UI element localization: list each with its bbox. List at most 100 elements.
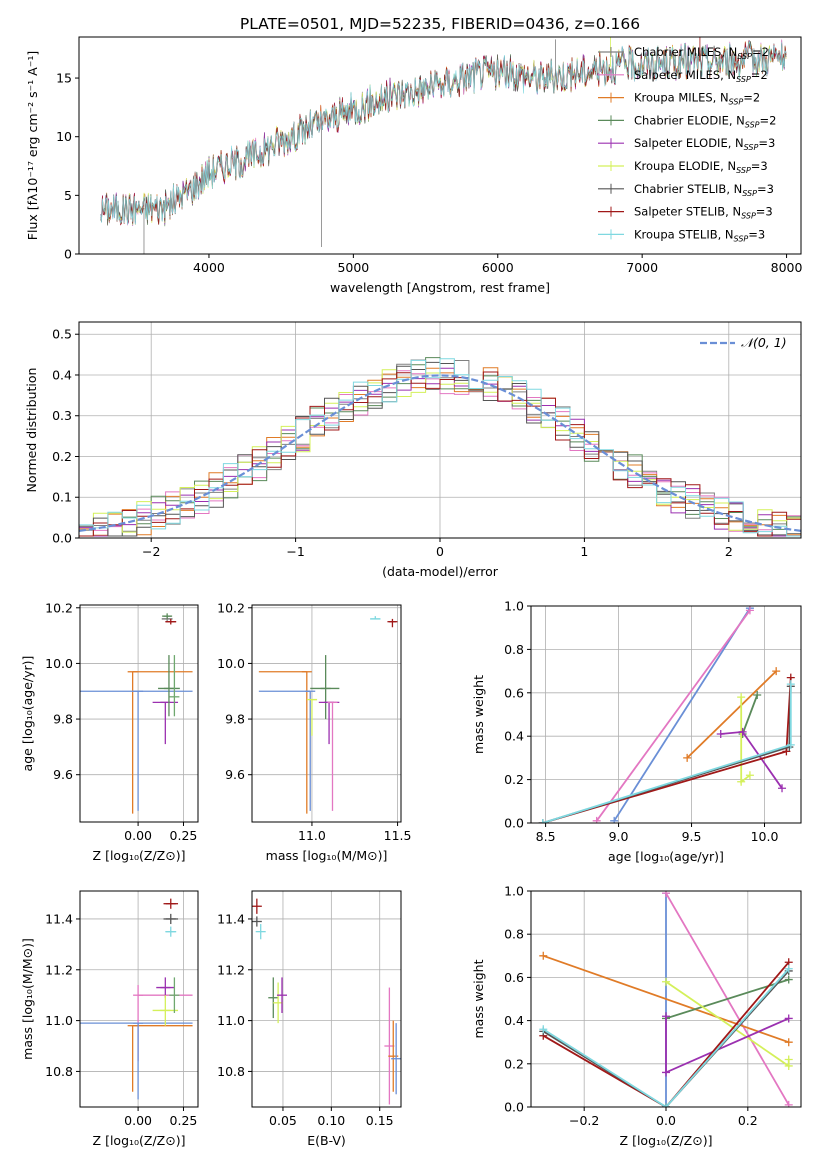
axes-frame [251,604,402,823]
y-tick-label: 11.2 [45,962,73,977]
plot-area [100,37,787,254]
y-tick-label: 10.2 [217,600,245,615]
y-tick-label: 1.0 [504,884,524,899]
weight-series [592,606,754,823]
x-tick-label: 0.05 [269,1113,297,1128]
x-tick-label: 0 [436,544,444,559]
x-tick-label: 1 [580,544,588,559]
x-tick-label: 5000 [337,260,369,275]
x-tick-label: 4000 [193,260,225,275]
errorbar-point [306,698,318,736]
series-marker [539,951,548,960]
errorbar-point [252,916,262,927]
y-tick-label: 0.1 [52,490,72,505]
series-line [665,978,789,1020]
x-tick-label: 0.00 [124,1113,152,1128]
x-tick-label: 0.25 [170,1113,198,1128]
errorbar-point [163,898,179,909]
y-tick-label: 11.4 [45,911,73,926]
series-marker [753,690,762,699]
grid [80,605,198,822]
errorbar-point [391,1023,401,1095]
y-tick-label: 11.0 [45,1013,73,1028]
errorbar-point [258,671,312,814]
axes-frame [79,604,199,823]
legend-label: Chabrier STELIB, NSSP=3 [634,182,774,198]
x-tick-label: 2 [725,544,733,559]
errorbar-point [156,977,175,998]
legend-label: Kroupa STELIB, NSSP=3 [634,227,765,243]
errorbar-point [310,655,340,720]
plot-area [79,357,801,537]
figure-title: PLATE=0501, MJD=52235, FIBERID=0436, z=0… [240,15,640,33]
x-axis-label: (data-model)/error [382,564,499,579]
panel-mass_vs_Z: 0.00 0.25 10.8 11.0 11.2 11.4 Z [log₁₀(Z/Z⊙)] m… [20,890,199,1148]
series-marker [683,753,692,762]
errorbar-point [127,671,193,814]
series-line [686,670,777,759]
series-line [665,980,790,1068]
axes-frame [79,890,199,1108]
x-tick-label: 8000 [771,260,803,275]
y-tick-label: 0.2 [52,449,72,464]
panel-weight_vs_Z: −0.2 0.0 0.2 0.0 0.2 0.4 0.6 0.8 1.0 Z [log₁₀(Z/Z… [471,884,802,1148]
weight-series [539,951,793,1047]
x-tick-label: 10.0 [751,829,779,844]
y-tick-label: 9.6 [225,767,245,782]
errorbar-point [80,690,193,811]
series-line [741,694,759,735]
series-marker [738,727,747,736]
grid [531,605,801,824]
y-tick-label: 0.3 [52,408,72,423]
errorbar-point [169,977,180,1013]
y-tick-label: 10 [56,129,72,144]
errorbar-point [258,690,316,811]
series-line [543,954,789,1044]
y-axis-label: mass [log₁₀(M/M⊙)] [20,938,35,1060]
legend-label: Chabrier MILES, NSSP=2 [634,45,769,61]
series-marker [784,964,793,973]
errorbar-point [80,1022,193,1100]
weight-series [716,727,787,793]
panel-mass_vs_ebv: 0.05 0.10 0.15 10.8 11.0 11.2 11.4 E(B-V) [217,890,402,1148]
errorbar-point [327,701,338,811]
y-tick-label: 11.2 [217,962,245,977]
errorbar-point [165,618,177,625]
y-tick-label: 0.6 [504,970,524,985]
series-marker [539,1025,548,1034]
plot-area [538,606,795,823]
y-tick-label: 10.0 [217,656,245,671]
x-axis-label: mass [log₁₀(M/M⊙)] [266,848,388,863]
y-tick-label: 9.8 [53,712,73,727]
series-marker [737,777,746,786]
y-tick-label: 10.8 [45,1064,73,1079]
weight-series [662,1012,793,1077]
legend: 𝒩(0, 1) [700,335,787,350]
errorbar-point [162,613,173,619]
series-marker [784,1014,793,1023]
series-marker [662,1068,670,1077]
series-marker [662,977,670,986]
x-tick-label: −1 [286,544,304,559]
series-line [542,970,790,1107]
errorbar-point [163,913,179,925]
series-marker [778,784,787,793]
y-tick-label: 0 [64,247,72,262]
y-axis-label: age [log₁₀(age/yr)] [20,656,35,772]
series-marker [745,606,754,615]
x-tick-label: 6000 [482,260,514,275]
plot-area [258,616,398,814]
errorbar-point [268,977,279,1019]
plot-area [80,898,193,1100]
weight-series [737,693,754,786]
y-tick-label: 15 [56,71,72,86]
y-tick-label: 0.4 [52,367,72,382]
series-marker [786,680,795,689]
y-tick-label: 0.4 [504,1013,524,1028]
y-tick-label: 5 [64,188,72,203]
grid [79,322,801,539]
series-line [542,677,792,823]
weight-series [538,682,795,823]
